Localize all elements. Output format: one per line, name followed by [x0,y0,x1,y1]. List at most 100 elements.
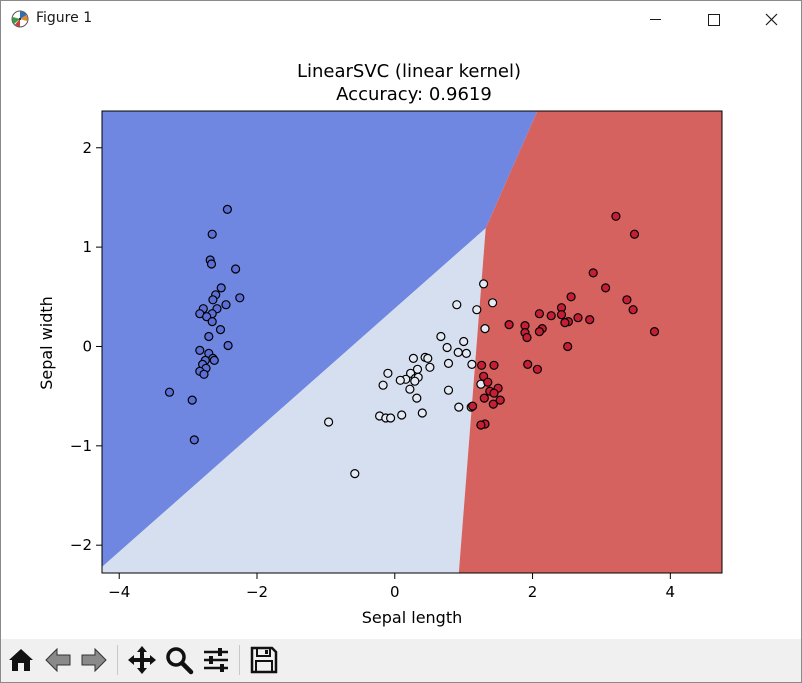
chart-subtitle: Accuracy: 0.9619 [336,84,492,105]
data-point-class-0 [164,387,175,397]
data-point-class-1 [467,359,477,369]
configure-subplots-button[interactable] [199,643,233,677]
data-point-class-1 [479,279,489,289]
forward-button[interactable] [77,643,111,677]
data-point-class-0 [222,204,232,214]
data-point-class-0 [216,283,226,293]
y-tick-label: −1 [70,437,92,455]
data-point-class-1 [423,353,433,363]
save-button[interactable] [247,643,281,677]
data-point-class-2 [504,320,514,330]
y-tick-label: 1 [82,238,92,256]
data-point-class-1 [324,417,334,427]
decision-region-class-2 [458,111,722,573]
data-point-class-1 [480,324,490,334]
zoom-button[interactable] [162,643,196,677]
y-tick-label: 0 [82,337,92,355]
close-button[interactable] [743,1,801,38]
axes-frame [101,110,723,574]
save-icon [250,646,278,674]
data-point-class-0 [221,300,231,310]
data-point-class-0 [204,331,214,342]
data-point-class-1 [443,358,454,368]
data-point-class-2 [488,399,498,409]
data-point-class-1 [397,410,407,420]
x-tick-label: −2 [246,583,268,601]
data-point-class-0 [195,345,205,355]
y-tick-label: −2 [70,536,92,554]
data-point-class-0 [199,369,209,379]
toolbar-separator [117,645,118,675]
configure-subplots-icon [204,648,228,672]
data-point-class-0 [231,264,241,274]
data-point-class-0 [215,325,226,335]
data-point-class-2 [622,295,632,305]
data-point-class-2 [534,309,545,319]
data-point-class-2 [532,364,543,374]
decision-region-class-1 [102,228,486,573]
data-point-class-0 [208,295,218,305]
minimize-button[interactable] [627,1,685,38]
data-point-class-1 [454,402,464,412]
y-tick-label: 2 [82,139,92,157]
data-point-class-2 [495,395,505,405]
data-point-class-2 [477,360,487,370]
data-point-class-1 [442,342,452,353]
data-point-class-2 [523,359,533,369]
data-point-class-1 [443,385,454,395]
title-bar[interactable]: Figure 1 [1,1,801,38]
data-point-class-2 [560,318,570,328]
x-tick-label: −4 [108,583,130,601]
data-point-class-2 [489,388,499,398]
data-point-class-2 [522,332,532,343]
data-point-class-1 [386,413,396,423]
data-point-class-1 [410,376,420,386]
data-point-class-0 [207,229,217,239]
data-point-class-0 [223,340,233,351]
home-icon [9,649,33,671]
data-point-class-1 [417,408,427,418]
data-point-class-2 [479,393,489,403]
data-point-class-1 [408,353,418,363]
data-point-class-2 [588,268,598,278]
data-point-class-2 [546,311,556,321]
data-point-class-2 [534,327,545,337]
data-point-class-2 [611,211,621,221]
data-point-class-2 [573,313,583,323]
maximize-button[interactable] [685,1,743,38]
data-point-class-2 [483,377,493,387]
data-point-class-2 [489,360,499,370]
data-point-class-1 [405,384,415,394]
decision-region-class-0 [102,111,538,567]
y-axis-label: Sepal width [37,296,56,390]
forward-arrow-icon [81,647,107,673]
data-point-class-2 [600,283,611,293]
data-point-class-1 [436,331,446,342]
data-point-class-0 [207,317,217,327]
pan-icon [128,646,156,674]
data-point-class-1 [412,393,422,403]
back-button[interactable] [41,643,75,677]
data-point-class-2 [563,341,573,352]
x-tick-label: 4 [666,583,676,601]
minimize-icon [650,19,661,20]
data-point-class-1 [395,375,405,385]
data-point-class-1 [472,305,482,315]
data-point-class-0 [206,259,217,269]
data-point-class-1 [383,368,393,378]
pan-button[interactable] [125,643,159,677]
data-point-class-2 [476,420,486,430]
data-point-class-0 [209,355,219,365]
data-point-class-1 [488,298,498,308]
figure-canvas[interactable]: −4 −2 0 2 4 −2 −1 0 1 2 LinearSVC (linear kernel)… [1,38,801,637]
data-point-class-2 [629,229,640,239]
x-tick-label: 2 [528,583,538,601]
back-arrow-icon [45,647,71,673]
data-point-class-2 [628,305,638,315]
home-button[interactable] [4,643,38,677]
data-point-class-1 [461,348,471,358]
data-point-class-0 [235,293,245,303]
data-point-class-2 [649,327,660,337]
navigation-toolbar [1,639,801,682]
